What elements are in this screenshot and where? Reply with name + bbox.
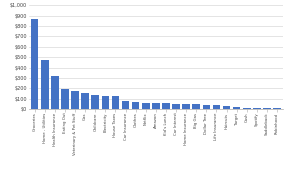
Bar [112, 96, 119, 109]
Bar [273, 108, 281, 109]
Bar [31, 19, 38, 109]
Bar [102, 96, 109, 109]
Bar [61, 89, 69, 109]
Bar [82, 93, 89, 109]
Bar [71, 91, 79, 109]
Bar [41, 60, 49, 109]
Bar [162, 103, 170, 109]
Bar [233, 107, 241, 109]
Bar [172, 104, 180, 109]
Bar [202, 105, 210, 109]
Bar [192, 104, 200, 109]
Bar [132, 102, 140, 109]
Bar [51, 76, 59, 109]
Bar [142, 103, 150, 109]
Bar [253, 108, 261, 109]
Bar [223, 106, 230, 109]
Bar [92, 95, 99, 109]
Bar [263, 108, 271, 109]
Bar [182, 104, 190, 109]
Bar [152, 103, 160, 109]
Bar [122, 101, 129, 109]
Bar [243, 108, 251, 109]
Bar [213, 105, 220, 109]
